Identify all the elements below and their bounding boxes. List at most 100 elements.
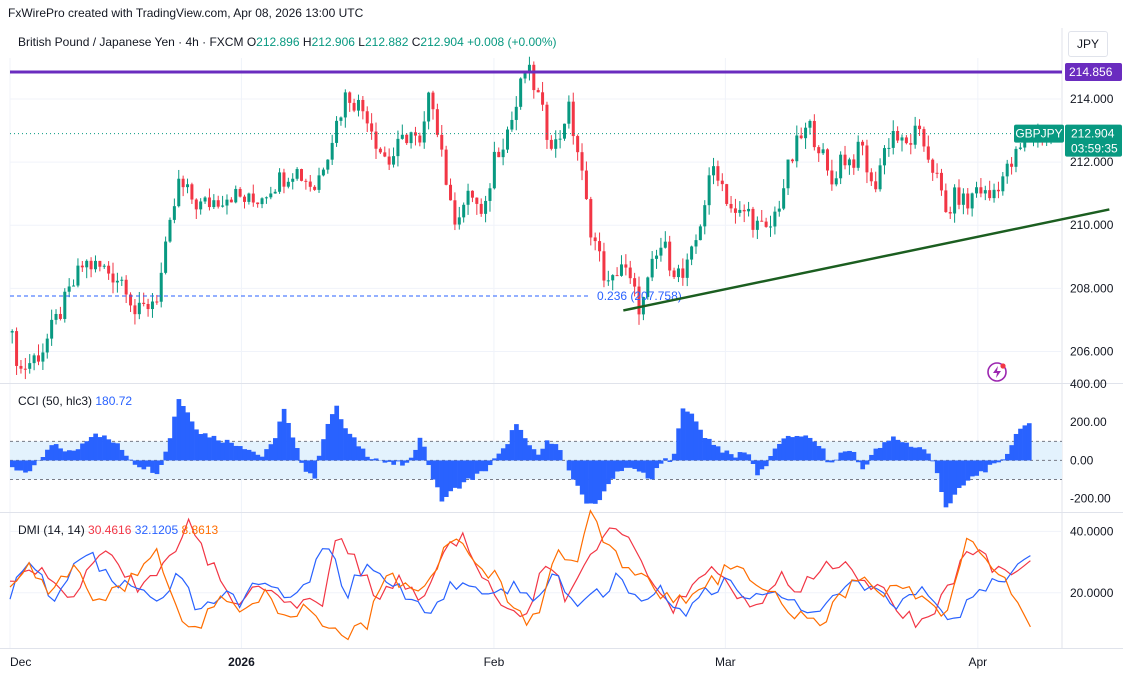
candle-body (847, 159, 851, 166)
cci-bar (246, 449, 252, 461)
candle-body (72, 285, 76, 287)
candle-body (164, 241, 168, 273)
candle-body (514, 106, 518, 120)
candle-body (383, 152, 387, 157)
cci-bar (536, 454, 541, 461)
cci-bar (790, 437, 795, 461)
candle-body (790, 159, 794, 162)
cci-bar (422, 446, 427, 461)
countdown-label: 03:59:35 (1071, 142, 1118, 156)
cci-bar (807, 437, 813, 461)
adx-line (9, 509, 1031, 641)
cci-bar (325, 423, 331, 461)
candle-body (28, 363, 32, 369)
candle-body (142, 302, 146, 304)
cci-bar (137, 460, 142, 468)
candle-body (830, 170, 834, 185)
cci-bar (820, 448, 826, 461)
currency-button[interactable]: JPY (1068, 31, 1108, 57)
cci-bar (277, 421, 283, 461)
cci-bar (268, 444, 274, 461)
candle-body (497, 151, 501, 158)
candle-body (580, 152, 584, 171)
candle-body (764, 221, 768, 227)
cci-bar (803, 435, 809, 461)
candle-body (181, 178, 185, 188)
candle-body (1001, 176, 1005, 192)
candle-body (874, 181, 878, 190)
candle-body (413, 132, 417, 136)
cci-bar (474, 460, 480, 474)
cci-bar (45, 449, 50, 461)
candle-body (882, 148, 886, 166)
cci-bar (531, 449, 537, 461)
cci-bar (290, 437, 296, 461)
cci-bar (698, 429, 703, 461)
candle-body (510, 119, 514, 130)
candle-body (251, 193, 255, 203)
cci-bar (159, 460, 164, 465)
candle-body (918, 125, 922, 130)
cci-bar (904, 442, 909, 461)
cci-bar (610, 460, 616, 479)
cci-bar (658, 460, 664, 464)
candle-body (470, 190, 474, 198)
cci-bar (483, 460, 489, 472)
lightning-icon[interactable] (986, 361, 1008, 383)
cci-bar (948, 460, 953, 504)
candle-body (922, 129, 926, 147)
cci-bar (435, 460, 440, 488)
candle-body (150, 301, 154, 310)
cci-bar (759, 460, 765, 470)
cci-bar (180, 406, 186, 461)
cci-bar (917, 447, 923, 461)
last-price-tag (1065, 124, 1122, 157)
candle-body (856, 141, 860, 168)
cci-bar (689, 413, 695, 461)
candle-body (690, 246, 694, 260)
cci-bar (404, 460, 410, 463)
cci-bar (965, 460, 971, 481)
cci-bar (772, 448, 778, 461)
cci-bar (31, 460, 37, 466)
candle-body (492, 151, 496, 189)
candle-body (913, 125, 917, 145)
candle-body (852, 159, 856, 168)
cci-bar (360, 448, 366, 461)
cci-bar (237, 446, 243, 461)
candle-body (400, 134, 404, 139)
candle-body (444, 149, 448, 185)
candle-body (834, 178, 838, 185)
cci-bar (851, 451, 857, 461)
candle-body (720, 180, 724, 185)
cci-bar (895, 439, 901, 461)
cci-bar (1000, 459, 1006, 461)
candle-body (707, 175, 711, 206)
candle-body (738, 209, 742, 213)
cci-bar (259, 456, 265, 461)
low-label: L (358, 35, 365, 49)
cci-bar (961, 460, 966, 486)
time-tick-label: Apr (968, 655, 987, 669)
cci-bar (693, 421, 699, 461)
candle-body (992, 189, 996, 199)
dmi-minus-line (9, 548, 1031, 621)
cci-bar (597, 460, 603, 501)
cci-bar (1018, 428, 1023, 461)
candle-body (966, 193, 970, 209)
candle-body (488, 188, 492, 201)
symbol-tag-label: GBPJPY (1015, 127, 1062, 141)
cci-bar (400, 460, 405, 466)
cci-bar (470, 460, 475, 480)
cci-bar (202, 433, 208, 461)
cci-bar (53, 444, 59, 461)
cci-bar (23, 460, 28, 473)
candle-body (769, 226, 773, 228)
candle-body (247, 193, 251, 202)
cci-bar (369, 459, 375, 461)
candle-body (751, 208, 755, 230)
dmi-legend: DMI (14, 14) 30.4616 32.1205 8.8613 (18, 523, 218, 537)
cci-bar (746, 454, 752, 461)
candle-body (392, 156, 396, 165)
